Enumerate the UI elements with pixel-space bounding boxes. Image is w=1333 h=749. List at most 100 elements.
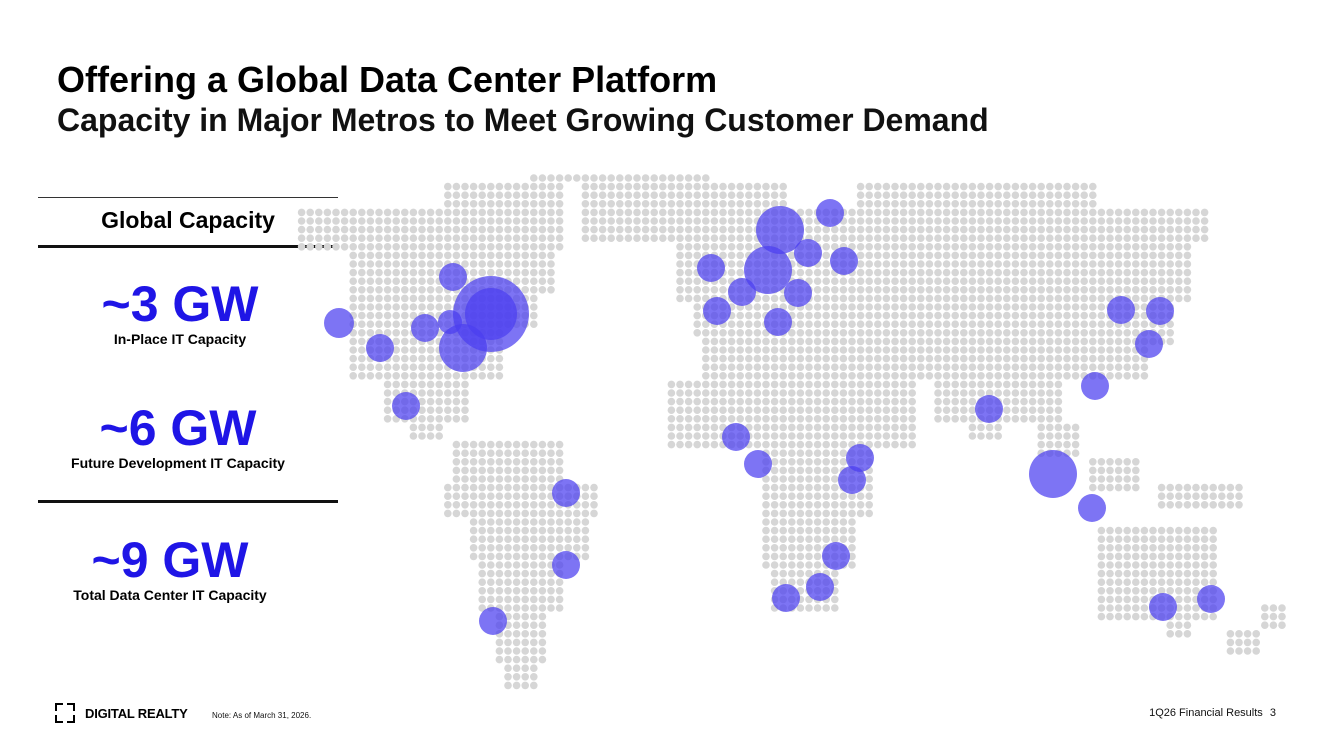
map-land-dot (366, 286, 375, 294)
map-land-dot (392, 380, 401, 389)
map-land-dot (917, 243, 925, 251)
map-land-dot (461, 380, 469, 389)
map-land-dot (899, 200, 908, 208)
map-land-dot (444, 372, 452, 380)
map-land-dot (977, 363, 985, 372)
map-land-dot (865, 320, 873, 329)
map-land-dot (1063, 208, 1071, 217)
map-land-dot (1114, 277, 1123, 286)
map-land-dot (796, 535, 805, 543)
map-land-dot (392, 354, 401, 363)
map-land-dot (495, 208, 504, 217)
map-land-dot (1046, 225, 1054, 234)
map-land-dot (478, 182, 487, 191)
map-land-dot (719, 415, 727, 423)
map-land-dot (1140, 268, 1149, 277)
map-land-dot (1037, 251, 1045, 260)
map-land-dot (736, 208, 744, 217)
map-land-dot (1011, 234, 1020, 242)
map-land-dot (512, 638, 521, 647)
map-land-dot (1020, 311, 1028, 320)
map-land-dot (487, 526, 495, 535)
map-land-dot (383, 268, 392, 277)
map-land-dot (1003, 191, 1011, 199)
map-land-dot (899, 182, 908, 191)
map-land-dot (1063, 423, 1071, 432)
map-land-dot (813, 406, 822, 415)
map-land-dot (366, 294, 375, 303)
map-land-dot (452, 251, 461, 260)
map-land-dot (512, 440, 521, 449)
map-land-dot (538, 595, 547, 604)
map-land-dot (1106, 569, 1114, 578)
map-land-dot (426, 277, 435, 286)
map-land-dot (1123, 277, 1131, 286)
map-land-dot (968, 268, 977, 277)
map-land-dot (753, 182, 762, 191)
map-land-dot (813, 234, 822, 242)
map-land-dot (1114, 475, 1123, 483)
map-land-dot (366, 329, 375, 337)
map-land-dot (1054, 251, 1063, 260)
map-land-dot (1157, 243, 1166, 251)
map-land-dot (1089, 260, 1097, 268)
map-land-dot (934, 182, 942, 191)
map-land-dot (1028, 329, 1037, 337)
map-land-dot (848, 320, 856, 329)
map-land-dot (822, 251, 830, 260)
map-land-dot (366, 320, 375, 329)
map-land-dot (1140, 604, 1149, 612)
map-land-dot (487, 501, 495, 509)
map-land-dot (779, 389, 787, 397)
map-land-dot (1235, 630, 1243, 638)
map-land-dot (538, 286, 547, 294)
map-land-dot (934, 251, 942, 260)
map-land-dot (942, 372, 951, 380)
map-land-dot (831, 363, 839, 372)
map-land-dot (426, 372, 435, 380)
map-land-dot (1054, 191, 1063, 199)
map-land-dot (555, 440, 564, 449)
map-land-dot (822, 277, 830, 286)
map-land-dot (977, 294, 985, 303)
map-land-dot (856, 501, 865, 509)
map-land-dot (667, 191, 676, 199)
map-land-dot (1011, 389, 1020, 397)
map-land-dot (340, 217, 349, 225)
map-land-dot (813, 492, 822, 501)
map-land-dot (1054, 234, 1063, 242)
map-land-dot (1132, 475, 1140, 483)
map-land-dot (1037, 225, 1045, 234)
map-land-dot (745, 346, 753, 354)
map-land-dot (770, 432, 779, 440)
map-land-dot (504, 673, 512, 681)
map-land-dot (555, 518, 564, 526)
map-land-dot (1037, 432, 1045, 440)
map-land-dot (960, 260, 968, 268)
map-land-dot (1097, 569, 1106, 578)
map-land-dot (727, 243, 736, 251)
map-land-dot (968, 372, 977, 380)
map-land-dot (1054, 346, 1063, 354)
map-land-dot (865, 191, 873, 199)
map-land-dot (461, 483, 469, 492)
map-land-dot (1080, 277, 1088, 286)
map-land-dot (805, 397, 813, 406)
map-land-dot (1114, 561, 1123, 569)
map-land-dot (1046, 354, 1054, 363)
map-land-dot (1123, 578, 1131, 586)
map-land-dot (349, 234, 358, 242)
map-land-dot (891, 440, 899, 449)
map-land-dot (1046, 406, 1054, 415)
map-land-dot (977, 268, 985, 277)
map-land-dot (315, 217, 323, 225)
metro-marker (1107, 296, 1135, 324)
map-land-dot (392, 286, 401, 294)
map-land-dot (917, 208, 925, 217)
map-land-dot (495, 466, 504, 475)
map-land-dot (994, 329, 1002, 337)
map-land-dot (530, 286, 538, 294)
map-land-dot (1157, 483, 1166, 492)
map-land-dot (822, 397, 830, 406)
map-land-dot (1063, 294, 1071, 303)
